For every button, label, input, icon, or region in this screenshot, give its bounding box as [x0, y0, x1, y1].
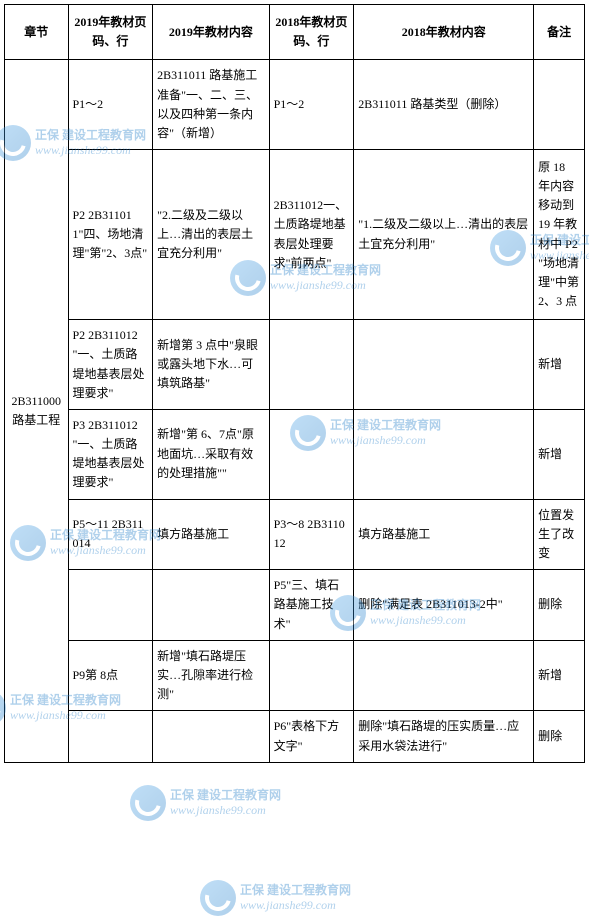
- cell-content2019: 新增第 3 点中"泉眼或露头地下水…可填筑路基": [153, 320, 269, 410]
- cell-content2018: 2B311011 路基类型（删除）: [354, 60, 534, 150]
- table-row: P9第 8点 新增"填石路堤压实…孔隙率进行检测" 新增: [5, 640, 585, 711]
- watermark-logo-icon: [200, 880, 236, 916]
- comparison-table: 章节 2019年教材页码、行 2019年教材内容 2018年教材页码、行 201…: [4, 4, 585, 763]
- cell-page2018: P3～8 2B311012: [269, 499, 354, 570]
- cell-content2019: [153, 570, 269, 641]
- cell-content2018: 删除"满足表 2B311013-2中": [354, 570, 534, 641]
- cell-content2019: 新增"第 6、7点"原地面坑…采取有效的处理措施"": [153, 409, 269, 499]
- table-row: P5"三、填石路基施工技术" 删除"满足表 2B311013-2中" 删除: [5, 570, 585, 641]
- cell-content2019: 新增"填石路堤压实…孔隙率进行检测": [153, 640, 269, 711]
- table-row: P6"表格下方文字" 删除"填石路堤的压实质量…应采用水袋法进行" 删除: [5, 711, 585, 762]
- cell-content2019: "2.二级及二级以上…清出的表层土宜充分利用": [153, 150, 269, 320]
- cell-page2019: P1～2: [68, 60, 153, 150]
- cell-page2018: P5"三、填石路基施工技术": [269, 570, 354, 641]
- cell-page2018: [269, 320, 354, 410]
- header-content2019: 2019年教材内容: [153, 5, 269, 60]
- table-row: P2 2B311011"四、场地清理"第"2、3点" "2.二级及二级以上…清出…: [5, 150, 585, 320]
- cell-remark: 位置发生了改变: [534, 499, 585, 570]
- header-remark: 备注: [534, 5, 585, 60]
- cell-remark: 新增: [534, 320, 585, 410]
- cell-content2018: [354, 320, 534, 410]
- cell-content2018: [354, 409, 534, 499]
- cell-remark: 删除: [534, 570, 585, 641]
- cell-content2019: [153, 711, 269, 762]
- cell-page2019: P3 2B311012 "一、土质路堤地基表层处理要求": [68, 409, 153, 499]
- cell-page2018: [269, 409, 354, 499]
- cell-page2019: P5～11 2B311014: [68, 499, 153, 570]
- cell-page2019: P2 2B311012 "一、土质路堤地基表层处理要求": [68, 320, 153, 410]
- table-row: P3 2B311012 "一、土质路堤地基表层处理要求" 新增"第 6、7点"原…: [5, 409, 585, 499]
- watermark-brand: 正保 建设工程教育网: [240, 883, 351, 897]
- cell-remark: 新增: [534, 640, 585, 711]
- watermark-logo-icon: [130, 785, 166, 821]
- watermark: 正保 建设工程教育网www.jianshe99.com: [130, 785, 281, 821]
- cell-page2019: P9第 8点: [68, 640, 153, 711]
- cell-page2018: P1～2: [269, 60, 354, 150]
- cell-content2018: "1.二级及二级以上…清出的表层土宜充分利用": [354, 150, 534, 320]
- header-chapter: 章节: [5, 5, 69, 60]
- cell-page2018: P6"表格下方文字": [269, 711, 354, 762]
- cell-chapter: 2B311000路基工程: [5, 60, 69, 762]
- watermark-brand: 正保 建设工程教育网: [170, 788, 281, 802]
- table-row: P2 2B311012 "一、土质路堤地基表层处理要求" 新增第 3 点中"泉眼…: [5, 320, 585, 410]
- table-header-row: 章节 2019年教材页码、行 2019年教材内容 2018年教材页码、行 201…: [5, 5, 585, 60]
- table-row: P5～11 2B311014 填方路基施工 P3～8 2B311012 填方路基…: [5, 499, 585, 570]
- cell-page2019: [68, 570, 153, 641]
- cell-page2018: [269, 640, 354, 711]
- header-content2018: 2018年教材内容: [354, 5, 534, 60]
- watermark-url: www.jianshe99.com: [170, 803, 266, 817]
- cell-page2019: [68, 711, 153, 762]
- watermark: 正保 建设工程教育网www.jianshe99.com: [200, 880, 351, 916]
- cell-remark: [534, 60, 585, 150]
- cell-page2018: 2B311012一、土质路堤地基表层处理要求"前两点": [269, 150, 354, 320]
- cell-remark: 删除: [534, 711, 585, 762]
- header-page2019: 2019年教材页码、行: [68, 5, 153, 60]
- watermark-url: www.jianshe99.com: [240, 898, 336, 912]
- cell-content2019: 2B311011 路基施工准备"一、二、三、以及四种第一条内容"（新增）: [153, 60, 269, 150]
- cell-content2019: 填方路基施工: [153, 499, 269, 570]
- cell-content2018: [354, 640, 534, 711]
- cell-remark: 原 18 年内容移动到 19 年教材中 P2 "场地清理"中第 2、3 点: [534, 150, 585, 320]
- cell-remark: 新增: [534, 409, 585, 499]
- cell-page2019: P2 2B311011"四、场地清理"第"2、3点": [68, 150, 153, 320]
- cell-content2018: 删除"填石路堤的压实质量…应采用水袋法进行": [354, 711, 534, 762]
- header-page2018: 2018年教材页码、行: [269, 5, 354, 60]
- table-row: 2B311000路基工程 P1～2 2B311011 路基施工准备"一、二、三、…: [5, 60, 585, 150]
- cell-content2018: 填方路基施工: [354, 499, 534, 570]
